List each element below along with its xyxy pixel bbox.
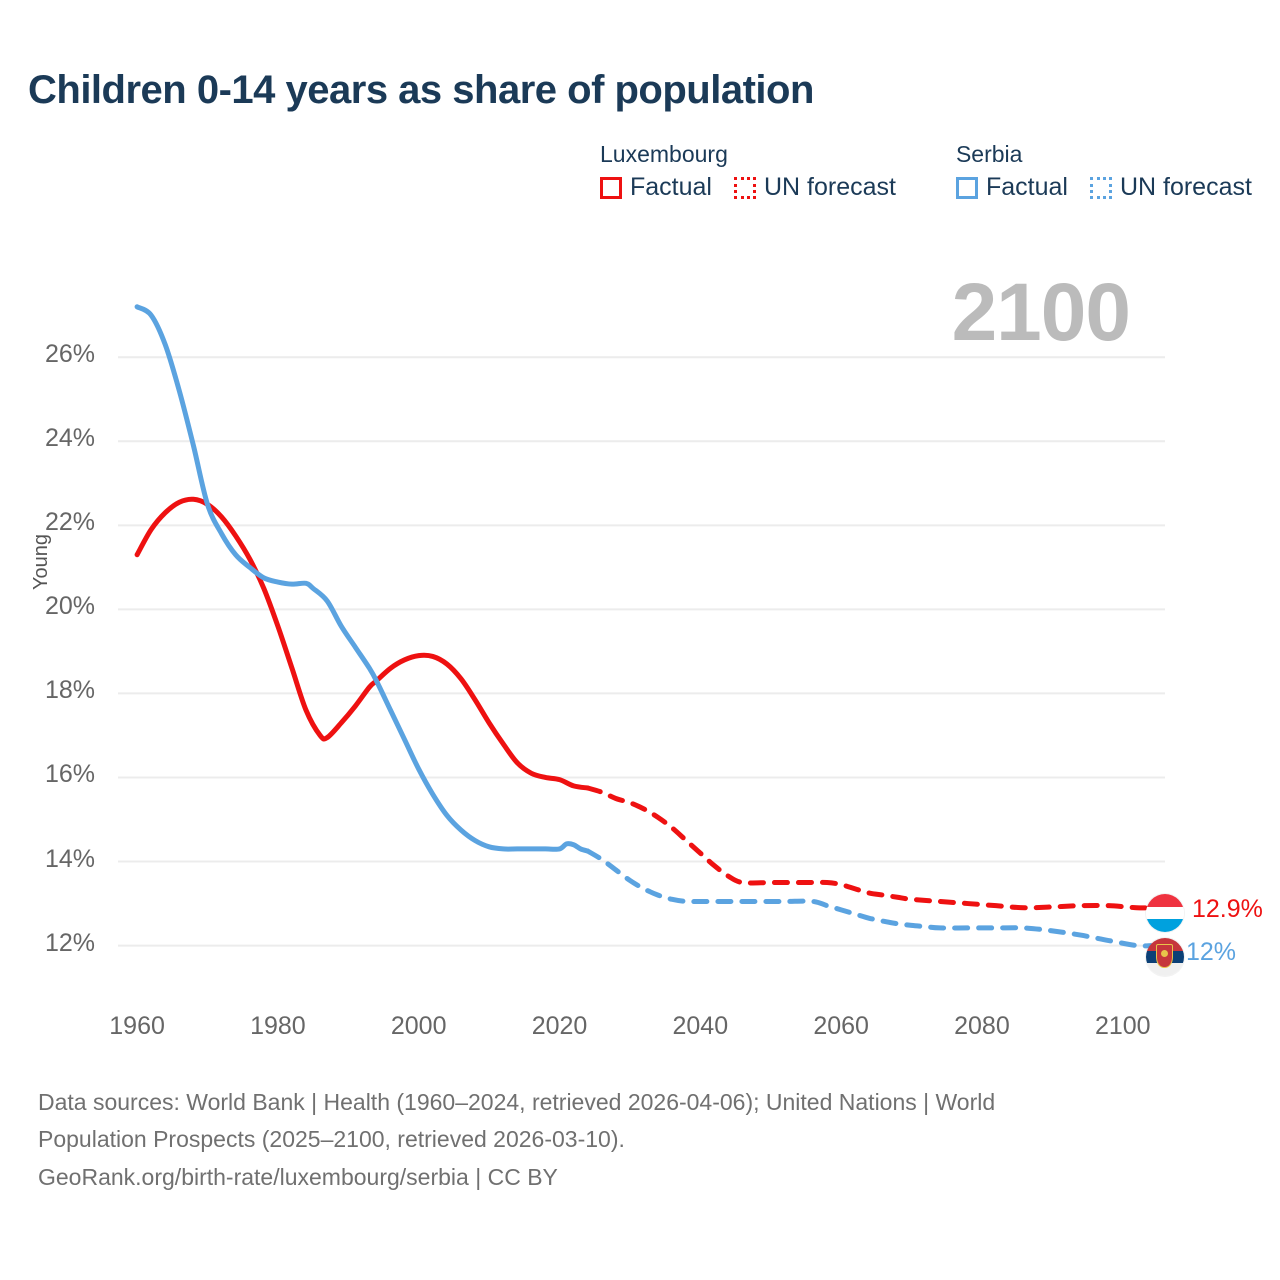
- legend-item-serbia-forecast[interactable]: UN forecast: [1089, 173, 1252, 202]
- series-line-serbia-factual: [134, 304, 591, 854]
- legend-label-luxembourg-forecast: UN forecast: [763, 173, 896, 202]
- legend-country-serbia: Serbia: [955, 141, 1023, 167]
- year-watermark: 2100: [951, 267, 1131, 358]
- end-label-serbia: 12%: [1186, 938, 1237, 966]
- x-axis-tick-label: 2080: [954, 1012, 1010, 1040]
- legend-label-luxembourg-factual: Factual: [630, 173, 712, 202]
- legend-group-serbia: Serbia Factual UN forecast: [955, 141, 1252, 202]
- serbia-flag-icon: [1146, 938, 1184, 976]
- legend-item-serbia-factual[interactable]: Factual: [955, 173, 1068, 202]
- y-axis-tick-label: 12%: [44, 928, 95, 957]
- legend-item-luxembourg-forecast[interactable]: UN forecast: [733, 173, 896, 202]
- legend-group-luxembourg: Luxembourg Factual UN forecast: [600, 141, 896, 202]
- legend-country-luxembourg: Luxembourg: [600, 141, 728, 167]
- y-axis-tick-label: 24%: [44, 424, 95, 453]
- legend-item-luxembourg-factual[interactable]: Factual: [600, 173, 712, 202]
- y-axis-tick-label: 22%: [44, 508, 95, 537]
- footer-sources: Data sources: World Bank | Health (1960–…: [38, 1084, 1218, 1196]
- y-axis-tick-label: 26%: [44, 340, 95, 369]
- footer-line-1: Data sources: World Bank | Health (1960–…: [38, 1089, 996, 1115]
- square-outline-icon: [955, 176, 978, 199]
- x-axis-tick-label: 2100: [1094, 1012, 1151, 1040]
- square-outline-icon: [600, 176, 622, 199]
- series-line-luxembourg-factual: [134, 496, 591, 791]
- y-axis-title: Young: [30, 534, 52, 590]
- x-axis-tick-label: 2040: [672, 1012, 729, 1040]
- y-axis-tick-label: 14%: [44, 844, 95, 873]
- page-title: Children 0-14 years as share of populati…: [28, 68, 814, 112]
- x-axis-tick-label: 2000: [390, 1012, 447, 1040]
- square-dotted-icon: [1089, 176, 1112, 199]
- y-axis-tick-label: 20%: [44, 592, 95, 621]
- series-paths: [134, 304, 1154, 949]
- footer-line-2: Population Prospects (2025–2100, retriev…: [38, 1126, 625, 1153]
- y-axis-tick-label: 16%: [44, 760, 95, 789]
- end-label-luxembourg: 12.9%: [1192, 895, 1263, 923]
- y-axis-tick-label: 18%: [44, 676, 95, 705]
- legend-items-serbia: Factual UN forecast: [955, 173, 1252, 202]
- footer-line-3: GeoRank.org/birth-rate/luxembourg/serbia…: [38, 1163, 558, 1190]
- x-axis-tick-label: 1960: [109, 1012, 165, 1040]
- series-line-serbia-forecast: [585, 848, 1154, 949]
- x-axis-tick-label: 2020: [531, 1012, 588, 1040]
- square-dotted-icon: [733, 176, 756, 199]
- chart-legend: Luxembourg Factual UN forecast Serbia Fa…: [600, 141, 1252, 202]
- legend-label-serbia-factual: Factual: [985, 173, 1068, 202]
- x-axis-tick-label: 2060: [813, 1012, 869, 1040]
- luxembourg-flag-icon: [1146, 894, 1184, 932]
- gridlines: [118, 356, 1165, 947]
- legend-items-luxembourg: Factual UN forecast: [600, 173, 896, 202]
- x-axis-tick-label: 1980: [250, 1012, 306, 1040]
- legend-label-serbia-forecast: UN forecast: [1119, 173, 1252, 202]
- series-line-luxembourg-forecast: [585, 785, 1154, 911]
